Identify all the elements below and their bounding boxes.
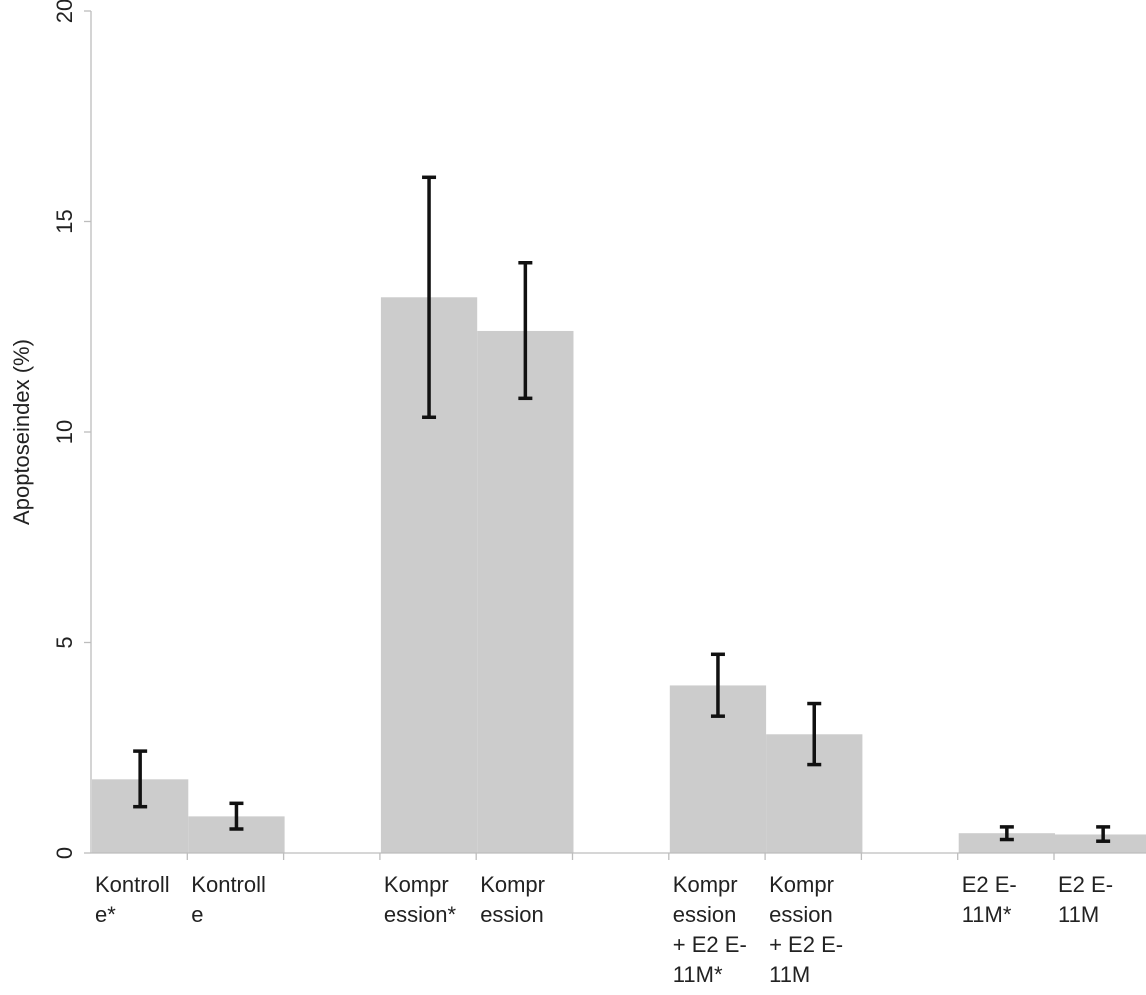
- x-category-label-line: ession*: [384, 902, 457, 927]
- x-category-label-line: 11M*: [962, 902, 1012, 927]
- error-bar: [999, 825, 1014, 842]
- error-bar: [518, 261, 533, 401]
- x-category-label-line: E2 E-: [1058, 872, 1113, 897]
- error-bars: [133, 175, 1111, 843]
- x-category-label-line: Kompr: [673, 872, 738, 897]
- y-axis-ticks: 0 5 10 15 20: [52, 0, 91, 859]
- x-category-label-line: Kontroll: [95, 872, 170, 897]
- x-category-label: Kompr ession + E2 E- 11M: [769, 872, 843, 987]
- x-category-label-line: 11M*: [673, 962, 723, 987]
- x-category-label-line: e: [191, 902, 203, 927]
- y-axis-title: Apoptoseindex (%): [9, 339, 34, 525]
- x-category-label-line: 11M: [769, 962, 810, 987]
- error-bar: [229, 801, 244, 831]
- x-category-label: Kompr ession: [480, 872, 545, 927]
- bar: [1055, 834, 1146, 853]
- x-category-label: E2 E- 11M*: [962, 872, 1017, 927]
- bar: [958, 833, 1055, 853]
- x-category-label: E2 E- 11M: [1058, 872, 1113, 927]
- x-category-label: Kontroll e: [191, 872, 266, 927]
- x-category-label-line: Kompr: [769, 872, 834, 897]
- x-axis-ticks: [186, 853, 1055, 860]
- x-category-label: Kompr ession*: [384, 872, 457, 927]
- error-bar: [133, 749, 148, 809]
- x-category-label-line: E2 E-: [962, 872, 1017, 897]
- x-category-label: Kontroll e*: [95, 872, 170, 927]
- y-tick-label: 15: [52, 209, 77, 233]
- y-tick-label: 10: [52, 420, 77, 444]
- bars: [92, 297, 1146, 854]
- error-bar: [422, 175, 437, 420]
- x-category-label-line: e*: [95, 902, 116, 927]
- x-axis-category-labels: Kontroll e* Kontroll e Kompr ession* Kompr essi…: [95, 872, 1113, 987]
- x-category-label-line: ession: [673, 902, 737, 927]
- error-bar: [710, 652, 725, 718]
- bar: [477, 330, 574, 854]
- x-category-label-line: Kontroll: [191, 872, 266, 897]
- y-tick-label: 0: [52, 847, 77, 859]
- x-category-label-line: ession: [480, 902, 544, 927]
- x-category-label: Kompr ession + E2 E- 11M*: [673, 872, 747, 987]
- x-category-label-line: + E2 E-: [769, 932, 843, 957]
- x-category-label-line: Kompr: [480, 872, 545, 897]
- x-category-label-line: Kompr: [384, 872, 449, 897]
- error-bar: [807, 701, 822, 767]
- y-tick-label: 20: [52, 0, 77, 23]
- x-category-label-line: + E2 E-: [673, 932, 747, 957]
- error-bar: [1096, 825, 1111, 843]
- x-category-label-line: ession: [769, 902, 833, 927]
- x-category-label-line: 11M: [1058, 902, 1099, 927]
- y-tick-label: 5: [52, 636, 77, 648]
